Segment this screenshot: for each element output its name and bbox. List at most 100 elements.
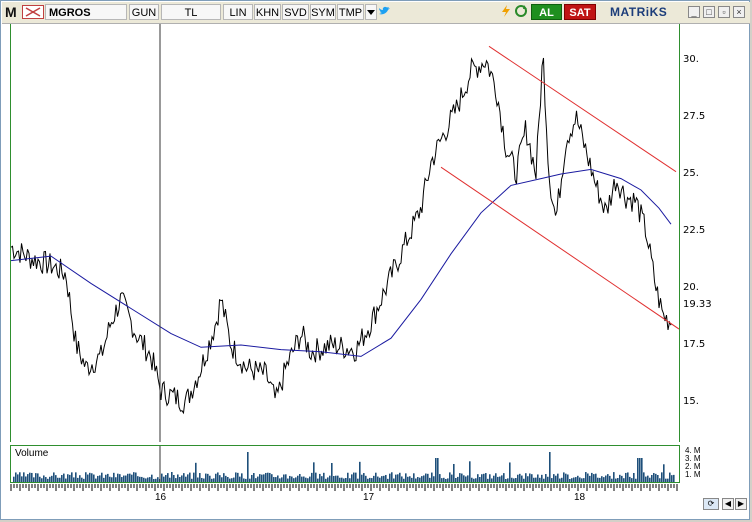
volume-bar (547, 476, 549, 482)
volume-bar (313, 462, 315, 482)
volume-bar (41, 478, 43, 482)
symbol-field[interactable]: MGROS (45, 4, 127, 20)
volume-bar (397, 474, 399, 482)
volume-bar (165, 475, 167, 482)
volume-bar (203, 478, 205, 482)
svd-button[interactable]: SVD (282, 4, 309, 20)
volume-bar (187, 474, 189, 482)
volume-bar (155, 478, 157, 482)
volume-bar (79, 475, 81, 482)
volume-bar (181, 475, 183, 482)
volume-bar (261, 474, 263, 482)
volume-bar (105, 474, 107, 482)
volume-axis: 4. M 3. M 2. M 1. M (685, 447, 705, 483)
close-icon[interactable]: × (733, 6, 745, 18)
volume-bar (151, 474, 153, 482)
volume-bar (15, 472, 17, 482)
volume-bar (487, 478, 489, 482)
volume-bar (247, 452, 249, 482)
volume-bar (231, 478, 233, 482)
close-symbol-icon[interactable] (22, 5, 44, 19)
volume-bar (49, 476, 51, 482)
volume-bar (361, 474, 363, 482)
volume-tick: 1. M (685, 470, 701, 479)
maximize-icon[interactable]: ▫ (718, 6, 730, 18)
volume-bar (23, 472, 25, 482)
volume-bar (55, 475, 57, 482)
volume-bar (343, 478, 345, 482)
volume-panel[interactable]: Volume (10, 445, 680, 483)
volume-bar (371, 478, 373, 482)
volume-bar (323, 472, 325, 482)
volume-bar (377, 476, 379, 482)
volume-bar (549, 452, 551, 482)
volume-bar (303, 476, 305, 482)
volume-bar (469, 461, 471, 482)
khn-button[interactable]: KHN (254, 4, 281, 20)
volume-tick: 2. M (685, 462, 701, 471)
volume-bar (633, 472, 635, 482)
sell-button[interactable]: SAT (564, 4, 596, 20)
volume-bar (621, 475, 623, 482)
volume-bar (567, 474, 569, 482)
scale-button[interactable]: LIN (223, 4, 253, 20)
minimize-icon[interactable]: _ (688, 6, 700, 18)
period-button[interactable]: GUN (129, 4, 159, 20)
volume-bar (119, 474, 121, 482)
volume-bar (149, 477, 151, 482)
volume-bar (479, 477, 481, 482)
sym-button[interactable]: SYM (310, 4, 336, 20)
volume-bar (457, 476, 459, 482)
volume-bar (117, 473, 119, 482)
volume-bar (47, 478, 49, 482)
volume-bar (19, 472, 21, 482)
volume-bar (147, 477, 149, 482)
volume-bar (467, 475, 469, 482)
volume-bar (103, 477, 105, 482)
tmp-button[interactable]: TMP (337, 4, 364, 20)
channel-lower-line[interactable] (440, 166, 680, 330)
refresh-icon[interactable] (514, 4, 528, 20)
twitter-icon[interactable] (378, 4, 392, 20)
scroll-right-icon[interactable]: ▶ (735, 498, 747, 510)
volume-bar (81, 477, 83, 482)
volume-bar (223, 473, 225, 482)
volume-bar (225, 475, 227, 482)
channel-upper-line[interactable] (488, 45, 677, 173)
sync-icon[interactable]: ⟳ (703, 498, 719, 510)
volume-bar (449, 472, 451, 482)
volume-bar (477, 474, 479, 482)
buy-button[interactable]: AL (531, 4, 562, 20)
volume-bar (109, 476, 111, 482)
volume-bar (195, 462, 197, 482)
volume-bar (421, 476, 423, 482)
volume-bar (273, 477, 275, 482)
volume-bar (259, 474, 261, 482)
volume-bar (95, 478, 97, 482)
price-chart[interactable] (10, 24, 680, 442)
volume-bar (387, 478, 389, 482)
volume-bar (113, 472, 115, 482)
volume-bar (661, 472, 663, 482)
volume-bar (191, 478, 193, 482)
restore-icon[interactable]: □ (703, 6, 715, 18)
volume-bar (345, 477, 347, 482)
scroll-left-icon[interactable]: ◀ (722, 498, 734, 510)
volume-bar (287, 478, 289, 482)
dropdown-arrow-icon[interactable] (365, 4, 377, 20)
volume-bar (335, 475, 337, 482)
volume-bar (405, 473, 407, 482)
volume-bar (607, 474, 609, 482)
volume-bar (285, 474, 287, 482)
volume-bar (179, 476, 181, 482)
y-tick-25: 25. (683, 168, 699, 179)
volume-bar (175, 478, 177, 482)
volume-bar (571, 478, 573, 482)
volume-bar (537, 474, 539, 482)
volume-bar (519, 473, 521, 482)
lightning-icon[interactable] (499, 4, 512, 20)
volume-bar (419, 477, 421, 482)
volume-bar (301, 476, 303, 482)
currency-button[interactable]: TL (161, 4, 221, 20)
